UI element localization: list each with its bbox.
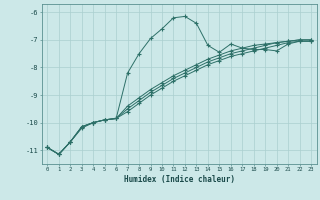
X-axis label: Humidex (Indice chaleur): Humidex (Indice chaleur) <box>124 175 235 184</box>
